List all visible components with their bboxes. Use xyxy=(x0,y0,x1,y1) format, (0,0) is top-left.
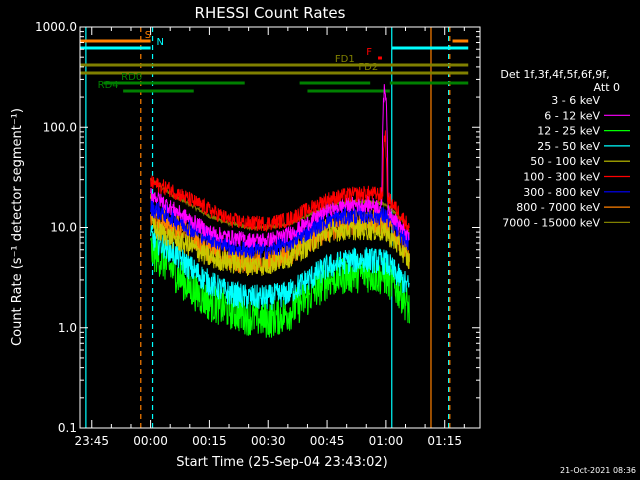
legend-label-6: 300 - 800 keV xyxy=(523,186,600,199)
y-tick-label-3: 1.0 xyxy=(58,321,77,335)
series-line-12-25-kev xyxy=(150,232,410,338)
legend-label-2: 12 - 25 keV xyxy=(537,125,600,138)
legend-label-3: 25 - 50 keV xyxy=(537,140,600,153)
x-tick-label-2: 00:15 xyxy=(192,434,227,448)
series-line-300-800-kev xyxy=(150,198,410,260)
y-tick-label-4: 0.1 xyxy=(58,421,77,435)
flag-label-fd2: FD2 xyxy=(358,62,378,73)
x-tick-label-4: 00:45 xyxy=(310,434,345,448)
flag-label-n: N xyxy=(156,37,163,48)
axes: 1000.0 100.0 10.0 1.0 0.123:45 00:00 00:15 00:3… xyxy=(35,20,480,448)
flag-label-fd1: FD1 xyxy=(335,54,355,65)
chart-title: RHESSI Count Rates xyxy=(195,4,346,22)
y-axis-label: Count Rate (s⁻¹ detector segment⁻¹) xyxy=(10,108,25,346)
y-tick-label-0: 1000.0 xyxy=(35,20,77,34)
legend-header-line-1: Det 1f,3f,4f,5f,6f,9f, xyxy=(500,68,609,81)
flag-label-rd0: RD0 xyxy=(121,72,142,83)
flag-label-f: F xyxy=(366,47,372,58)
x-tick-label-5: 01:00 xyxy=(369,434,404,448)
series-line-25-50-kev xyxy=(150,224,410,310)
flag-label-rd4: RD4 xyxy=(98,80,119,91)
x-tick-label-1: 00:00 xyxy=(133,434,168,448)
y-tick-label-1: 100.0 xyxy=(43,120,77,134)
legend-label-7: 800 - 7000 keV xyxy=(516,201,600,214)
flag-label-s: S xyxy=(145,30,151,41)
series-line-50-100-kev xyxy=(150,193,410,277)
legend-label-1: 6 - 12 keV xyxy=(544,109,600,122)
y-tick-label-2: 10.0 xyxy=(50,221,77,235)
x-tick-label-0: 23:45 xyxy=(74,434,109,448)
legend-label-0: 3 - 6 keV xyxy=(551,94,600,107)
legend: Det 1f,3f,4f,5f,6f,9f, Att 0 3 - 6 keV 6 … xyxy=(500,68,630,229)
series-line-6-12-kev xyxy=(150,84,410,248)
generated-timestamp: 21-Oct-2021 08:36 xyxy=(560,466,636,475)
legend-label-5: 100 - 300 keV xyxy=(523,171,600,184)
series-line-100-300-kev xyxy=(150,130,410,233)
x-axis-label: Start Time (25-Sep-04 23:43:02) xyxy=(176,455,387,470)
x-tick-label-3: 00:30 xyxy=(251,434,286,448)
legend-header-line-2: Att 0 xyxy=(594,81,620,94)
x-tick-label-6: 01:15 xyxy=(427,434,462,448)
legend-label-4: 50 - 100 keV xyxy=(530,155,600,168)
legend-label-8: 7000 - 15000 keV xyxy=(502,216,600,229)
